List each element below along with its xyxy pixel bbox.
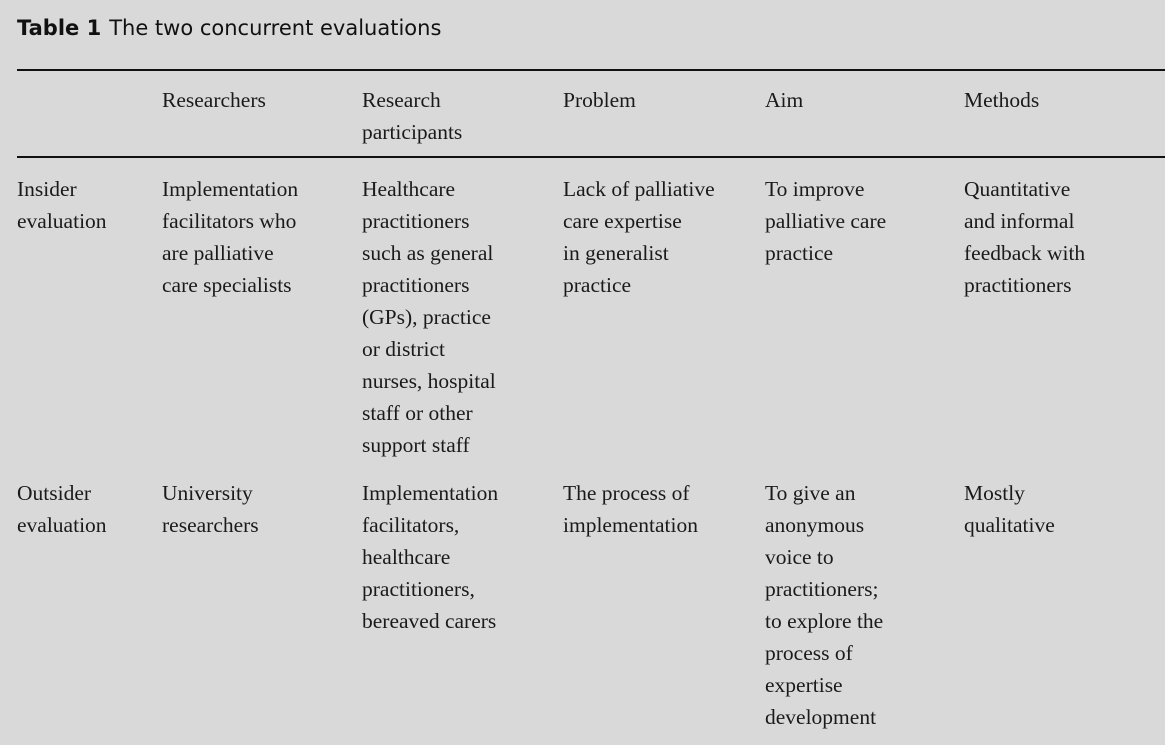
top-rule xyxy=(17,69,1165,71)
cell-methods: Quantitative and informal feedback with … xyxy=(964,177,1086,297)
cell-methods: Mostly qualitative xyxy=(964,481,1055,537)
cell-researchers: University researchers xyxy=(162,481,259,537)
table-row: Outsider evaluation University researche… xyxy=(17,461,1164,733)
cell-aim: To give an anonymous voice to practition… xyxy=(765,481,884,729)
header-rule xyxy=(17,156,1165,158)
cell-problem: The process of implementation xyxy=(563,481,698,537)
cell-participants: Healthcare practitioners such as general… xyxy=(362,177,496,457)
header-participants: Research participants xyxy=(362,88,463,144)
row-label: Insider evaluation xyxy=(17,177,107,233)
table-label: Table 1 xyxy=(17,16,102,40)
header-problem: Problem xyxy=(563,88,636,112)
cell-researchers: Implementation facilitators who are pall… xyxy=(162,177,299,297)
header-cell xyxy=(17,84,162,156)
row-label: Outsider evaluation xyxy=(17,481,107,537)
header-row: Researchers Research participants Proble… xyxy=(17,84,1164,156)
cell-aim: To improve palliative care practice xyxy=(765,177,887,265)
evaluations-table: Researchers Research participants Proble… xyxy=(17,84,1164,733)
header-aim: Aim xyxy=(765,88,804,112)
header-researchers: Researchers xyxy=(162,88,266,112)
table-title: The two concurrent evaluations xyxy=(109,16,442,40)
table-row: Insider evaluation Implementation facili… xyxy=(17,156,1164,461)
cell-participants: Implementation facilitators, healthcare … xyxy=(362,481,499,633)
table-caption: Table 1 The two concurrent evaluations xyxy=(17,16,441,40)
cell-problem: Lack of palliative care expertise in gen… xyxy=(563,177,715,297)
header-methods: Methods xyxy=(964,88,1040,112)
